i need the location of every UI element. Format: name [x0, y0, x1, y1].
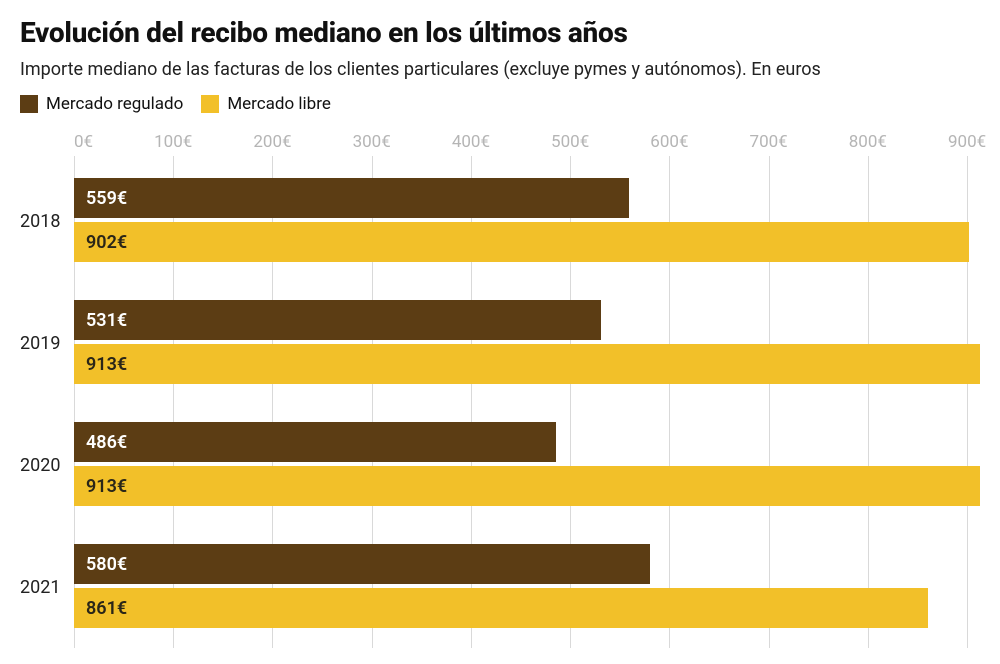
y-category-label: 2021 [20, 526, 74, 648]
y-axis: 2018201920202021 [20, 128, 74, 648]
bar-libre: 913€ [74, 466, 980, 506]
x-tick-label: 0€ [74, 132, 93, 152]
bar-libre: 913€ [74, 344, 980, 384]
y-category-label: 2018 [20, 160, 74, 282]
x-axis: 0€100€200€300€400€500€600€700€800€900€ [74, 128, 980, 160]
legend-label-libre: Mercado libre [227, 94, 331, 114]
x-tick-label: 500€ [551, 132, 589, 152]
bar-regulado: 531€ [74, 300, 601, 340]
x-tick-label: 800€ [849, 132, 887, 152]
x-tick-label: 200€ [253, 132, 291, 152]
year-row: 531€913€ [74, 282, 980, 404]
x-tick-label: 100€ [154, 132, 192, 152]
x-tick-label: 900€ [948, 132, 986, 152]
bar-regulado: 559€ [74, 178, 629, 218]
legend: Mercado regulado Mercado libre [20, 94, 980, 114]
bar-libre: 861€ [74, 588, 928, 628]
bar-rows: 559€902€531€913€486€913€580€861€ [74, 160, 980, 648]
year-row: 580€861€ [74, 526, 980, 648]
chart: 2018201920202021 0€ 100€ 200€ 300€ 400€ 500€ 6… [20, 128, 980, 648]
y-category-label: 2020 [20, 404, 74, 526]
year-row: 559€902€ [74, 160, 980, 282]
x-tick-label: 300€ [353, 132, 391, 152]
y-category-label: 2019 [20, 282, 74, 404]
legend-item-regulado: Mercado regulado [20, 94, 183, 114]
x-tick-label: 400€ [452, 132, 490, 152]
legend-swatch-libre [201, 95, 219, 113]
bar-regulado: 580€ [74, 544, 650, 584]
x-tick-label: 700€ [750, 132, 788, 152]
year-row: 486€913€ [74, 404, 980, 526]
legend-label-regulado: Mercado regulado [46, 94, 183, 114]
x-tick-label: 600€ [650, 132, 688, 152]
chart-title: Evolución del recibo mediano en los últi… [20, 16, 980, 49]
bar-libre: 902€ [74, 222, 969, 262]
plot-area: 0€100€200€300€400€500€600€700€800€900€ 5… [74, 128, 980, 648]
legend-swatch-regulado [20, 95, 38, 113]
bar-regulado: 486€ [74, 422, 556, 462]
chart-subtitle: Importe mediano de las facturas de los c… [20, 59, 980, 80]
legend-item-libre: Mercado libre [201, 94, 331, 114]
